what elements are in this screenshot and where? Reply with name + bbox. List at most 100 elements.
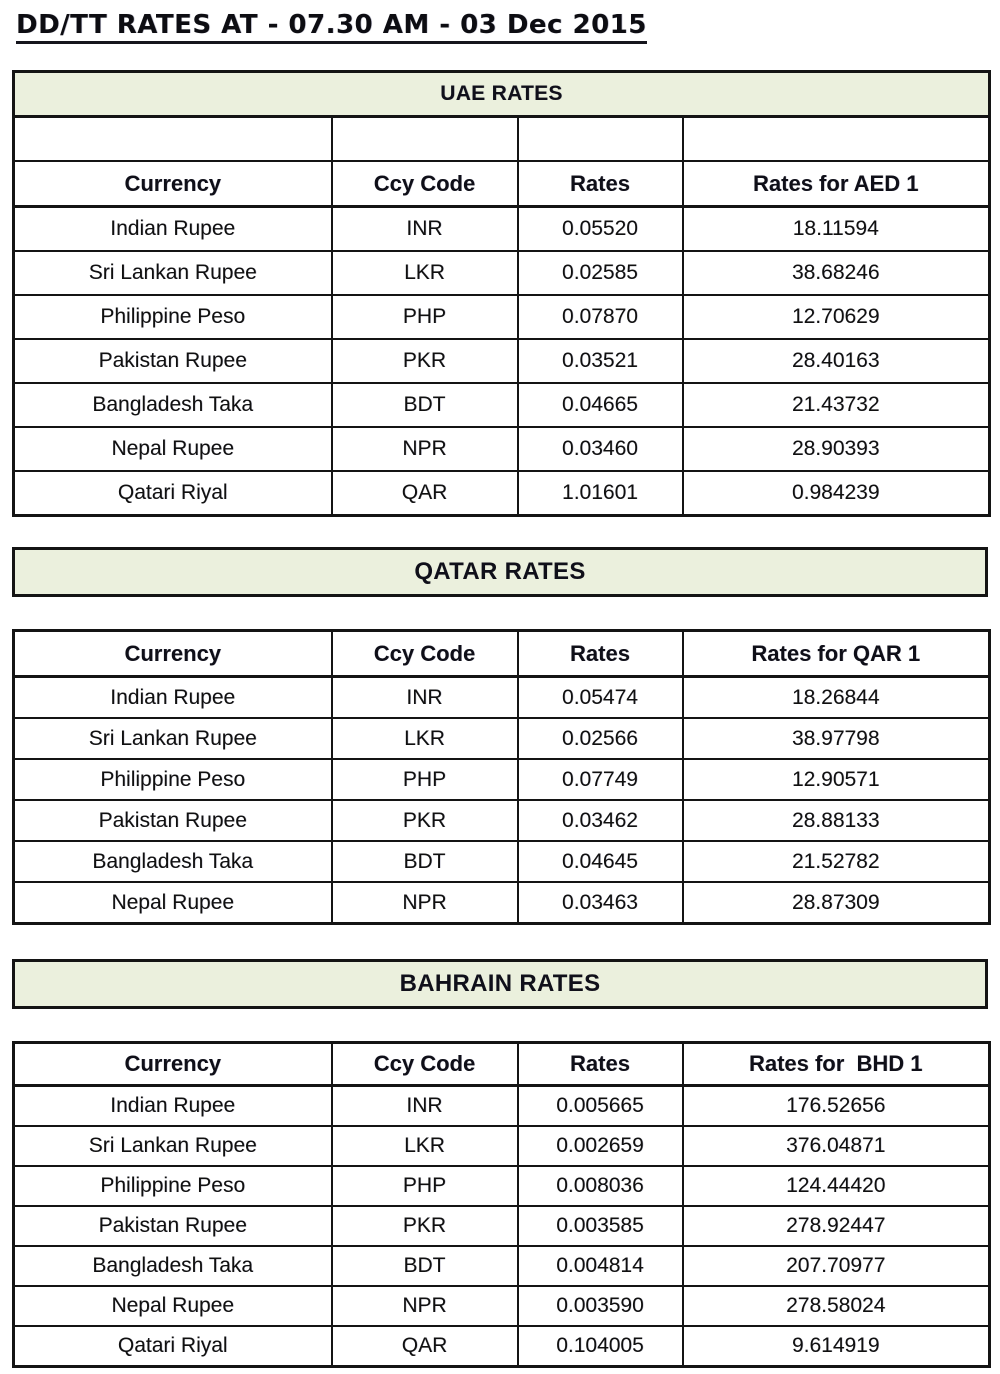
cell-rate: 0.004814: [516, 1245, 684, 1287]
table-row: Pakistan Rupee PKR 0.03462 28.88133: [12, 799, 991, 842]
cell-ccy-code: PKR: [330, 338, 519, 384]
table-row: Bangladesh Taka BDT 0.04645 21.52782: [12, 840, 991, 883]
cell-rate: 0.03521: [516, 338, 684, 384]
table-row: Bangladesh Taka BDT 0.004814 207.70977: [12, 1245, 991, 1287]
cell-currency: Indian Rupee: [12, 1084, 333, 1127]
column-header-ccy-code: Ccy Code: [330, 1041, 519, 1087]
cell-rate-per-unit: 18.11594: [681, 205, 991, 252]
cell-rate-per-unit: 28.90393: [681, 426, 991, 472]
cell-currency: Bangladesh Taka: [12, 382, 333, 428]
column-header-rates: Rates: [516, 629, 684, 678]
spacer-cell: [330, 115, 519, 162]
cell-ccy-code: QAR: [330, 1325, 519, 1368]
cell-currency: Nepal Rupee: [12, 426, 333, 472]
column-header-rates-for-bhd: Rates for BHD 1: [681, 1041, 991, 1087]
table-row: Sri Lankan Rupee LKR 0.02566 38.97798: [12, 717, 991, 760]
uae-rates-table: UAE RATES Currency Ccy Code Rates Rates …: [12, 70, 991, 517]
cell-rate-per-unit: 38.97798: [681, 717, 991, 760]
cell-ccy-code: BDT: [330, 382, 519, 428]
spacer-row: [12, 115, 991, 162]
sheet-content: UAE RATES Currency Ccy Code Rates Rates …: [12, 70, 991, 1368]
bahrain-rates-table: Currency Ccy Code Rates Rates for BHD 1 …: [12, 1041, 991, 1368]
table-row: Philippine Peso PHP 0.07749 12.90571: [12, 758, 991, 801]
cell-rate-per-unit: 176.52656: [681, 1084, 991, 1127]
column-header-ccy-code: Ccy Code: [330, 160, 519, 208]
cell-rate: 0.03463: [516, 881, 684, 925]
cell-currency: Nepal Rupee: [12, 881, 333, 925]
cell-rate-per-unit: 21.52782: [681, 840, 991, 883]
table-row: Indian Rupee INR 0.005665 176.52656: [12, 1084, 991, 1127]
cell-ccy-code: PKR: [330, 1205, 519, 1247]
cell-rate: 0.07870: [516, 294, 684, 340]
cell-currency: Bangladesh Taka: [12, 840, 333, 883]
column-header-currency: Currency: [12, 160, 333, 208]
cell-rate: 0.104005: [516, 1325, 684, 1368]
cell-rate-per-unit: 0.984239: [681, 470, 991, 517]
table-row: Sri Lankan Rupee LKR 0.02585 38.68246: [12, 250, 991, 296]
table-row: Philippine Peso PHP 0.008036 124.44420: [12, 1165, 991, 1207]
cell-rate: 0.03460: [516, 426, 684, 472]
table-row: Qatari Riyal QAR 0.104005 9.614919: [12, 1325, 991, 1368]
table-row: Nepal Rupee NPR 0.003590 278.58024: [12, 1285, 991, 1327]
cell-rate: 0.03462: [516, 799, 684, 842]
table-row: Sri Lankan Rupee LKR 0.002659 376.04871: [12, 1125, 991, 1167]
cell-rate-per-unit: 376.04871: [681, 1125, 991, 1167]
cell-rate: 0.04665: [516, 382, 684, 428]
cell-rate-per-unit: 21.43732: [681, 382, 991, 428]
cell-ccy-code: PKR: [330, 799, 519, 842]
cell-rate-per-unit: 278.58024: [681, 1285, 991, 1327]
cell-currency: Pakistan Rupee: [12, 799, 333, 842]
cell-rate: 0.05520: [516, 205, 684, 252]
cell-ccy-code: LKR: [330, 717, 519, 760]
cell-ccy-code: LKR: [330, 1125, 519, 1167]
cell-rate: 1.01601: [516, 470, 684, 517]
cell-rate-per-unit: 28.40163: [681, 338, 991, 384]
column-header-ccy-code: Ccy Code: [330, 629, 519, 678]
spacer-cell: [516, 115, 684, 162]
uae-banner-row: UAE RATES: [12, 70, 991, 118]
cell-ccy-code: QAR: [330, 470, 519, 517]
column-header-currency: Currency: [12, 629, 333, 678]
cell-rate-per-unit: 28.87309: [681, 881, 991, 925]
column-header-currency: Currency: [12, 1041, 333, 1087]
cell-rate-per-unit: 12.70629: [681, 294, 991, 340]
table-row: Indian Rupee INR 0.05474 18.26844: [12, 675, 991, 719]
cell-currency: Indian Rupee: [12, 205, 333, 252]
cell-currency: Nepal Rupee: [12, 1285, 333, 1327]
cell-rate: 0.008036: [516, 1165, 684, 1207]
column-header-rates-for-qar: Rates for QAR 1: [681, 629, 991, 678]
cell-rate: 0.07749: [516, 758, 684, 801]
table-row: Bangladesh Taka BDT 0.04665 21.43732: [12, 382, 991, 428]
cell-rate-per-unit: 28.88133: [681, 799, 991, 842]
cell-ccy-code: INR: [330, 205, 519, 252]
cell-ccy-code: PHP: [330, 758, 519, 801]
uae-banner: UAE RATES: [12, 70, 991, 118]
table-row: Nepal Rupee NPR 0.03463 28.87309: [12, 881, 991, 925]
column-header-rates: Rates: [516, 1041, 684, 1087]
cell-currency: Sri Lankan Rupee: [12, 717, 333, 760]
cell-ccy-code: BDT: [330, 1245, 519, 1287]
cell-rate: 0.002659: [516, 1125, 684, 1167]
qatar-rows: Indian Rupee INR 0.05474 18.26844 Sri Lankan…: [12, 675, 991, 925]
cell-rate: 0.003590: [516, 1285, 684, 1327]
cell-ccy-code: INR: [330, 675, 519, 719]
cell-currency: Bangladesh Taka: [12, 1245, 333, 1287]
cell-currency: Qatari Riyal: [12, 470, 333, 517]
table-row: Pakistan Rupee PKR 0.03521 28.40163: [12, 338, 991, 384]
qatar-header-row: Currency Ccy Code Rates Rates for QAR 1: [12, 629, 991, 678]
table-row: Nepal Rupee NPR 0.03460 28.90393: [12, 426, 991, 472]
cell-currency: Qatari Riyal: [12, 1325, 333, 1368]
uae-rows: Indian Rupee INR 0.05520 18.11594 Sri Lankan…: [12, 205, 991, 517]
cell-ccy-code: BDT: [330, 840, 519, 883]
cell-rate-per-unit: 278.92447: [681, 1205, 991, 1247]
column-header-rates: Rates: [516, 160, 684, 208]
cell-rate: 0.005665: [516, 1084, 684, 1127]
cell-ccy-code: LKR: [330, 250, 519, 296]
sheet-title: DD/TT RATES AT - 07.30 AM - 03 Dec 2015: [16, 10, 647, 44]
cell-rate: 0.02585: [516, 250, 684, 296]
cell-currency: Sri Lankan Rupee: [12, 250, 333, 296]
cell-rate: 0.02566: [516, 717, 684, 760]
table-row: Qatari Riyal QAR 1.01601 0.984239: [12, 470, 991, 517]
cell-rate-per-unit: 18.26844: [681, 675, 991, 719]
